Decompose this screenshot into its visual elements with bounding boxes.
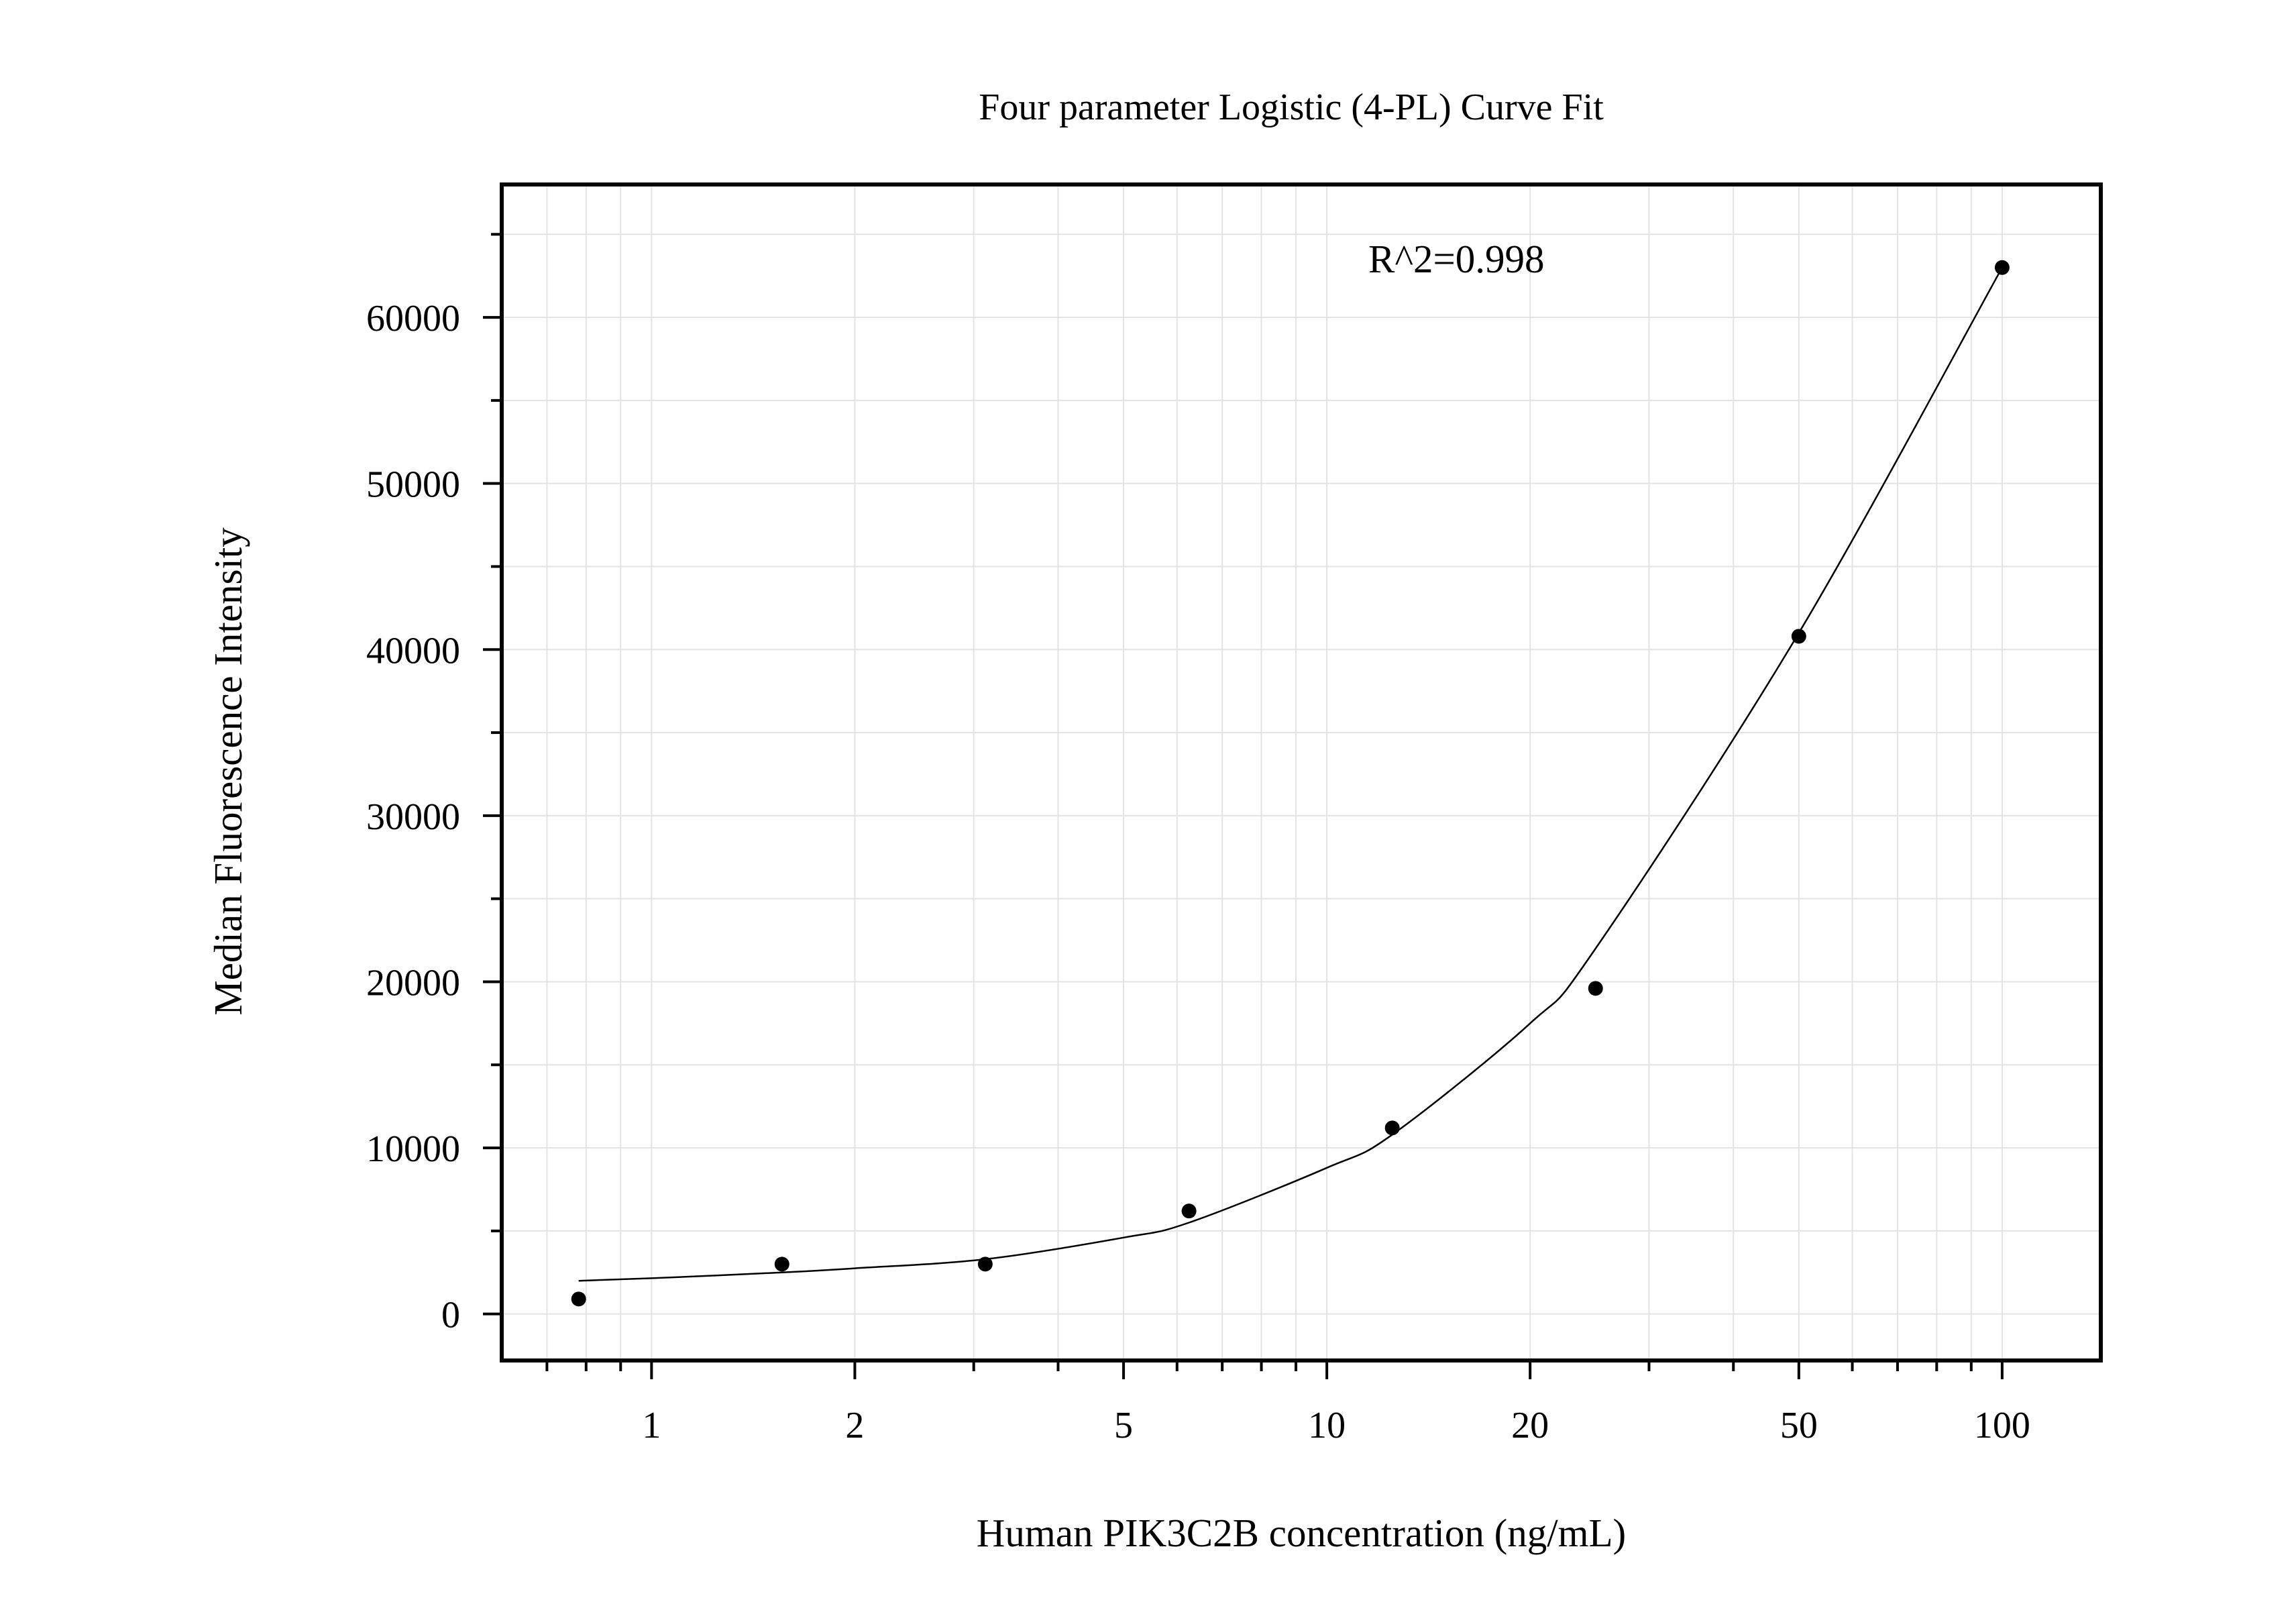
y-tick-label: 10000: [366, 1128, 460, 1170]
data-point: [1384, 1120, 1400, 1136]
fit-curve: [578, 267, 2003, 1282]
x-tick-label: 5: [1114, 1405, 1133, 1446]
data-point: [977, 1257, 993, 1272]
data-point: [1791, 629, 1806, 644]
data-point: [1994, 260, 2010, 275]
data-point: [1181, 1204, 1197, 1219]
y-tick-label: 50000: [366, 464, 460, 506]
y-tick-label: 30000: [366, 796, 460, 838]
x-tick-label: 1: [642, 1405, 661, 1446]
chart-title: Four parameter Logistic (4-PL) Curve Fit: [979, 87, 1604, 128]
x-tick-label: 2: [845, 1405, 864, 1446]
plot-series: [571, 260, 2010, 1307]
axis-ticks: 1 2 5 10 20 50 100 0 10000 20000 30000 40000 50000 60…: [366, 233, 2030, 1446]
x-tick-label: 20: [1511, 1405, 1549, 1446]
data-point: [774, 1257, 789, 1272]
data-point: [571, 1291, 586, 1307]
r-squared-annotation: R^2=0.998: [1368, 237, 1545, 281]
x-tick-label: 10: [1308, 1405, 1346, 1446]
x-tick-label: 50: [1780, 1405, 1818, 1446]
plot-frame: [500, 182, 2103, 1362]
data-point: [1588, 981, 1603, 996]
x-axis-label: Human PIK3C2B concentration (ng/mL): [977, 1511, 1626, 1555]
y-tick-label: 60000: [366, 298, 460, 339]
y-tick-label: 20000: [366, 962, 460, 1004]
grid: [502, 184, 2101, 1360]
y-tick-label: 40000: [366, 630, 460, 672]
y-tick-label: 0: [441, 1295, 460, 1336]
x-tick-label: 100: [1974, 1405, 2030, 1446]
y-axis-label: Median Fluorescence Intensity: [206, 527, 250, 1016]
